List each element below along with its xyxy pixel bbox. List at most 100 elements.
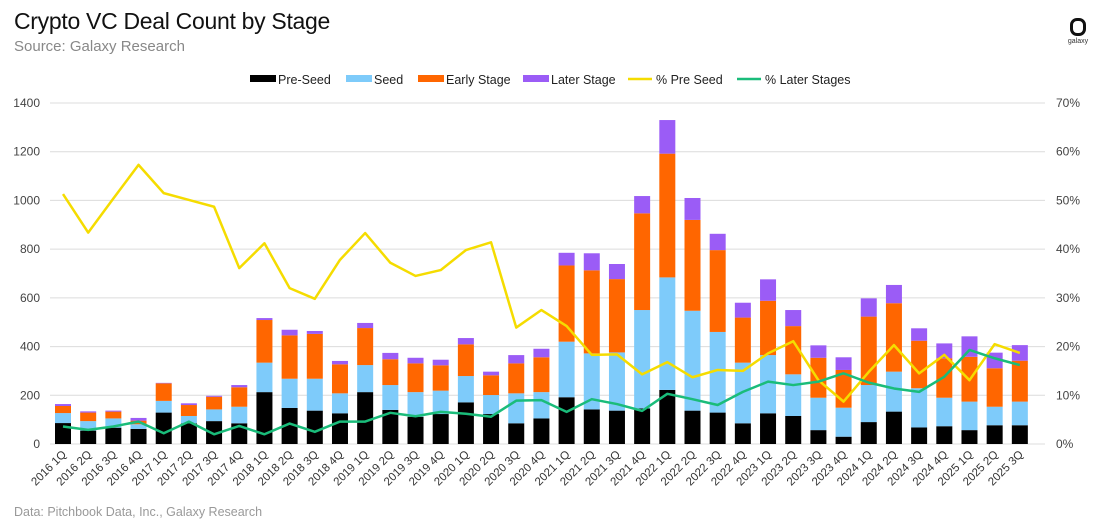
bar-pre-seed: [961, 430, 978, 444]
bar-seed: [885, 371, 902, 412]
bar-early-stage: [457, 344, 474, 377]
legend-label: Seed: [374, 73, 403, 87]
bar-seed: [533, 392, 550, 419]
bar-seed: [860, 385, 877, 423]
bar-seed: [306, 378, 323, 411]
bar-early-stage: [432, 365, 449, 391]
bar-later-stage: [608, 264, 625, 280]
bar-pre-seed: [256, 392, 273, 444]
y-tick-label: 1000: [13, 193, 40, 207]
bar-early-stage: [407, 363, 424, 393]
y2-tick-label: 50%: [1056, 193, 1080, 207]
bar-later-stage: [432, 359, 449, 366]
bar-pre-seed: [407, 416, 424, 444]
bar-pre-seed: [760, 413, 777, 444]
bar-pre-seed: [608, 410, 625, 444]
bar-early-stage: [734, 317, 751, 363]
bar-pre-seed: [357, 392, 374, 444]
bar-pre-seed: [432, 414, 449, 444]
bar-pre-seed: [634, 408, 651, 444]
bar-seed: [105, 418, 122, 428]
y-tick-label: 1200: [13, 145, 40, 159]
y2-tick-label: 30%: [1056, 291, 1080, 305]
y-tick-label: 1400: [13, 96, 40, 110]
bar-later-stage: [55, 404, 71, 407]
bar-early-stage: [55, 406, 71, 414]
bar-later-stage: [760, 279, 777, 301]
bar-early-stage: [911, 340, 928, 389]
bar-seed: [760, 355, 777, 414]
bar-later-stage: [407, 357, 424, 364]
bar-later-stage: [231, 385, 248, 388]
bar-seed: [709, 331, 726, 413]
galaxy-logo-icon: [1070, 18, 1086, 36]
bar-later-stage: [911, 328, 928, 341]
y-tick-label: 0: [33, 437, 40, 451]
bar-early-stage: [331, 364, 348, 394]
bar-pre-seed: [55, 423, 71, 444]
y2-tick-label: 20%: [1056, 340, 1080, 354]
bar-pre-seed: [281, 407, 298, 444]
bar-pre-seed: [659, 389, 676, 444]
bar-later-stage: [130, 417, 147, 421]
legend-label: % Pre Seed: [656, 73, 723, 87]
legend-swatch: [523, 75, 549, 82]
bar-later-stage: [180, 403, 197, 406]
bar-later-stage: [533, 348, 550, 358]
bar-early-stage: [306, 333, 323, 379]
legend-swatch: [250, 75, 276, 82]
bar-early-stage: [155, 383, 172, 401]
bar-early-stage: [206, 396, 223, 410]
bar-seed: [80, 421, 97, 431]
bar-seed: [206, 409, 223, 422]
legend-label: Early Stage: [446, 73, 511, 87]
bar-seed: [936, 397, 953, 427]
bar-seed: [55, 413, 71, 424]
bar-early-stage: [80, 412, 97, 422]
bar-seed: [457, 376, 474, 403]
bar-seed: [986, 406, 1003, 426]
bar-pre-seed: [331, 413, 348, 444]
bar-pre-seed: [986, 425, 1003, 444]
bar-pre-seed: [734, 423, 751, 444]
bar-pre-seed: [558, 397, 575, 444]
bar-pre-seed: [483, 414, 500, 444]
bar-seed: [407, 392, 424, 417]
bar-seed: [508, 393, 525, 424]
bar-early-stage: [885, 303, 902, 372]
bar-pre-seed: [206, 421, 223, 444]
y2-tick-label: 0%: [1056, 437, 1074, 451]
bar-later-stage: [810, 345, 827, 358]
bar-seed: [357, 365, 374, 393]
bar-pre-seed: [80, 430, 97, 444]
bar-pre-seed: [936, 426, 953, 444]
bar-seed: [684, 310, 701, 411]
bar-later-stage: [331, 360, 348, 365]
bar-seed: [1011, 401, 1028, 426]
bar-later-stage: [256, 318, 273, 321]
bar-early-stage: [659, 153, 676, 278]
bar-early-stage: [709, 250, 726, 332]
bar-later-stage: [558, 252, 575, 266]
bar-pre-seed: [860, 422, 877, 444]
bar-early-stage: [760, 300, 777, 356]
bar-later-stage: [206, 395, 223, 397]
legend-label: Pre-Seed: [278, 73, 331, 87]
y2-tick-label: 60%: [1056, 145, 1080, 159]
legend-label: Later Stage: [551, 73, 616, 87]
bar-early-stage: [810, 357, 827, 398]
chart-subtitle: Source: Galaxy Research: [14, 38, 185, 55]
bar-pre-seed: [457, 402, 474, 444]
bar-seed: [130, 424, 147, 429]
bar-later-stage: [885, 284, 902, 304]
y-tick-label: 200: [20, 388, 40, 402]
line--pre-seed: [61, 163, 1021, 403]
bar-pre-seed: [684, 410, 701, 444]
y2-tick-label: 40%: [1056, 242, 1080, 256]
bar-early-stage: [382, 359, 399, 386]
bar-pre-seed: [306, 410, 323, 444]
bar-early-stage: [558, 265, 575, 342]
bar-early-stage: [256, 320, 273, 363]
bar-pre-seed: [1011, 425, 1028, 444]
